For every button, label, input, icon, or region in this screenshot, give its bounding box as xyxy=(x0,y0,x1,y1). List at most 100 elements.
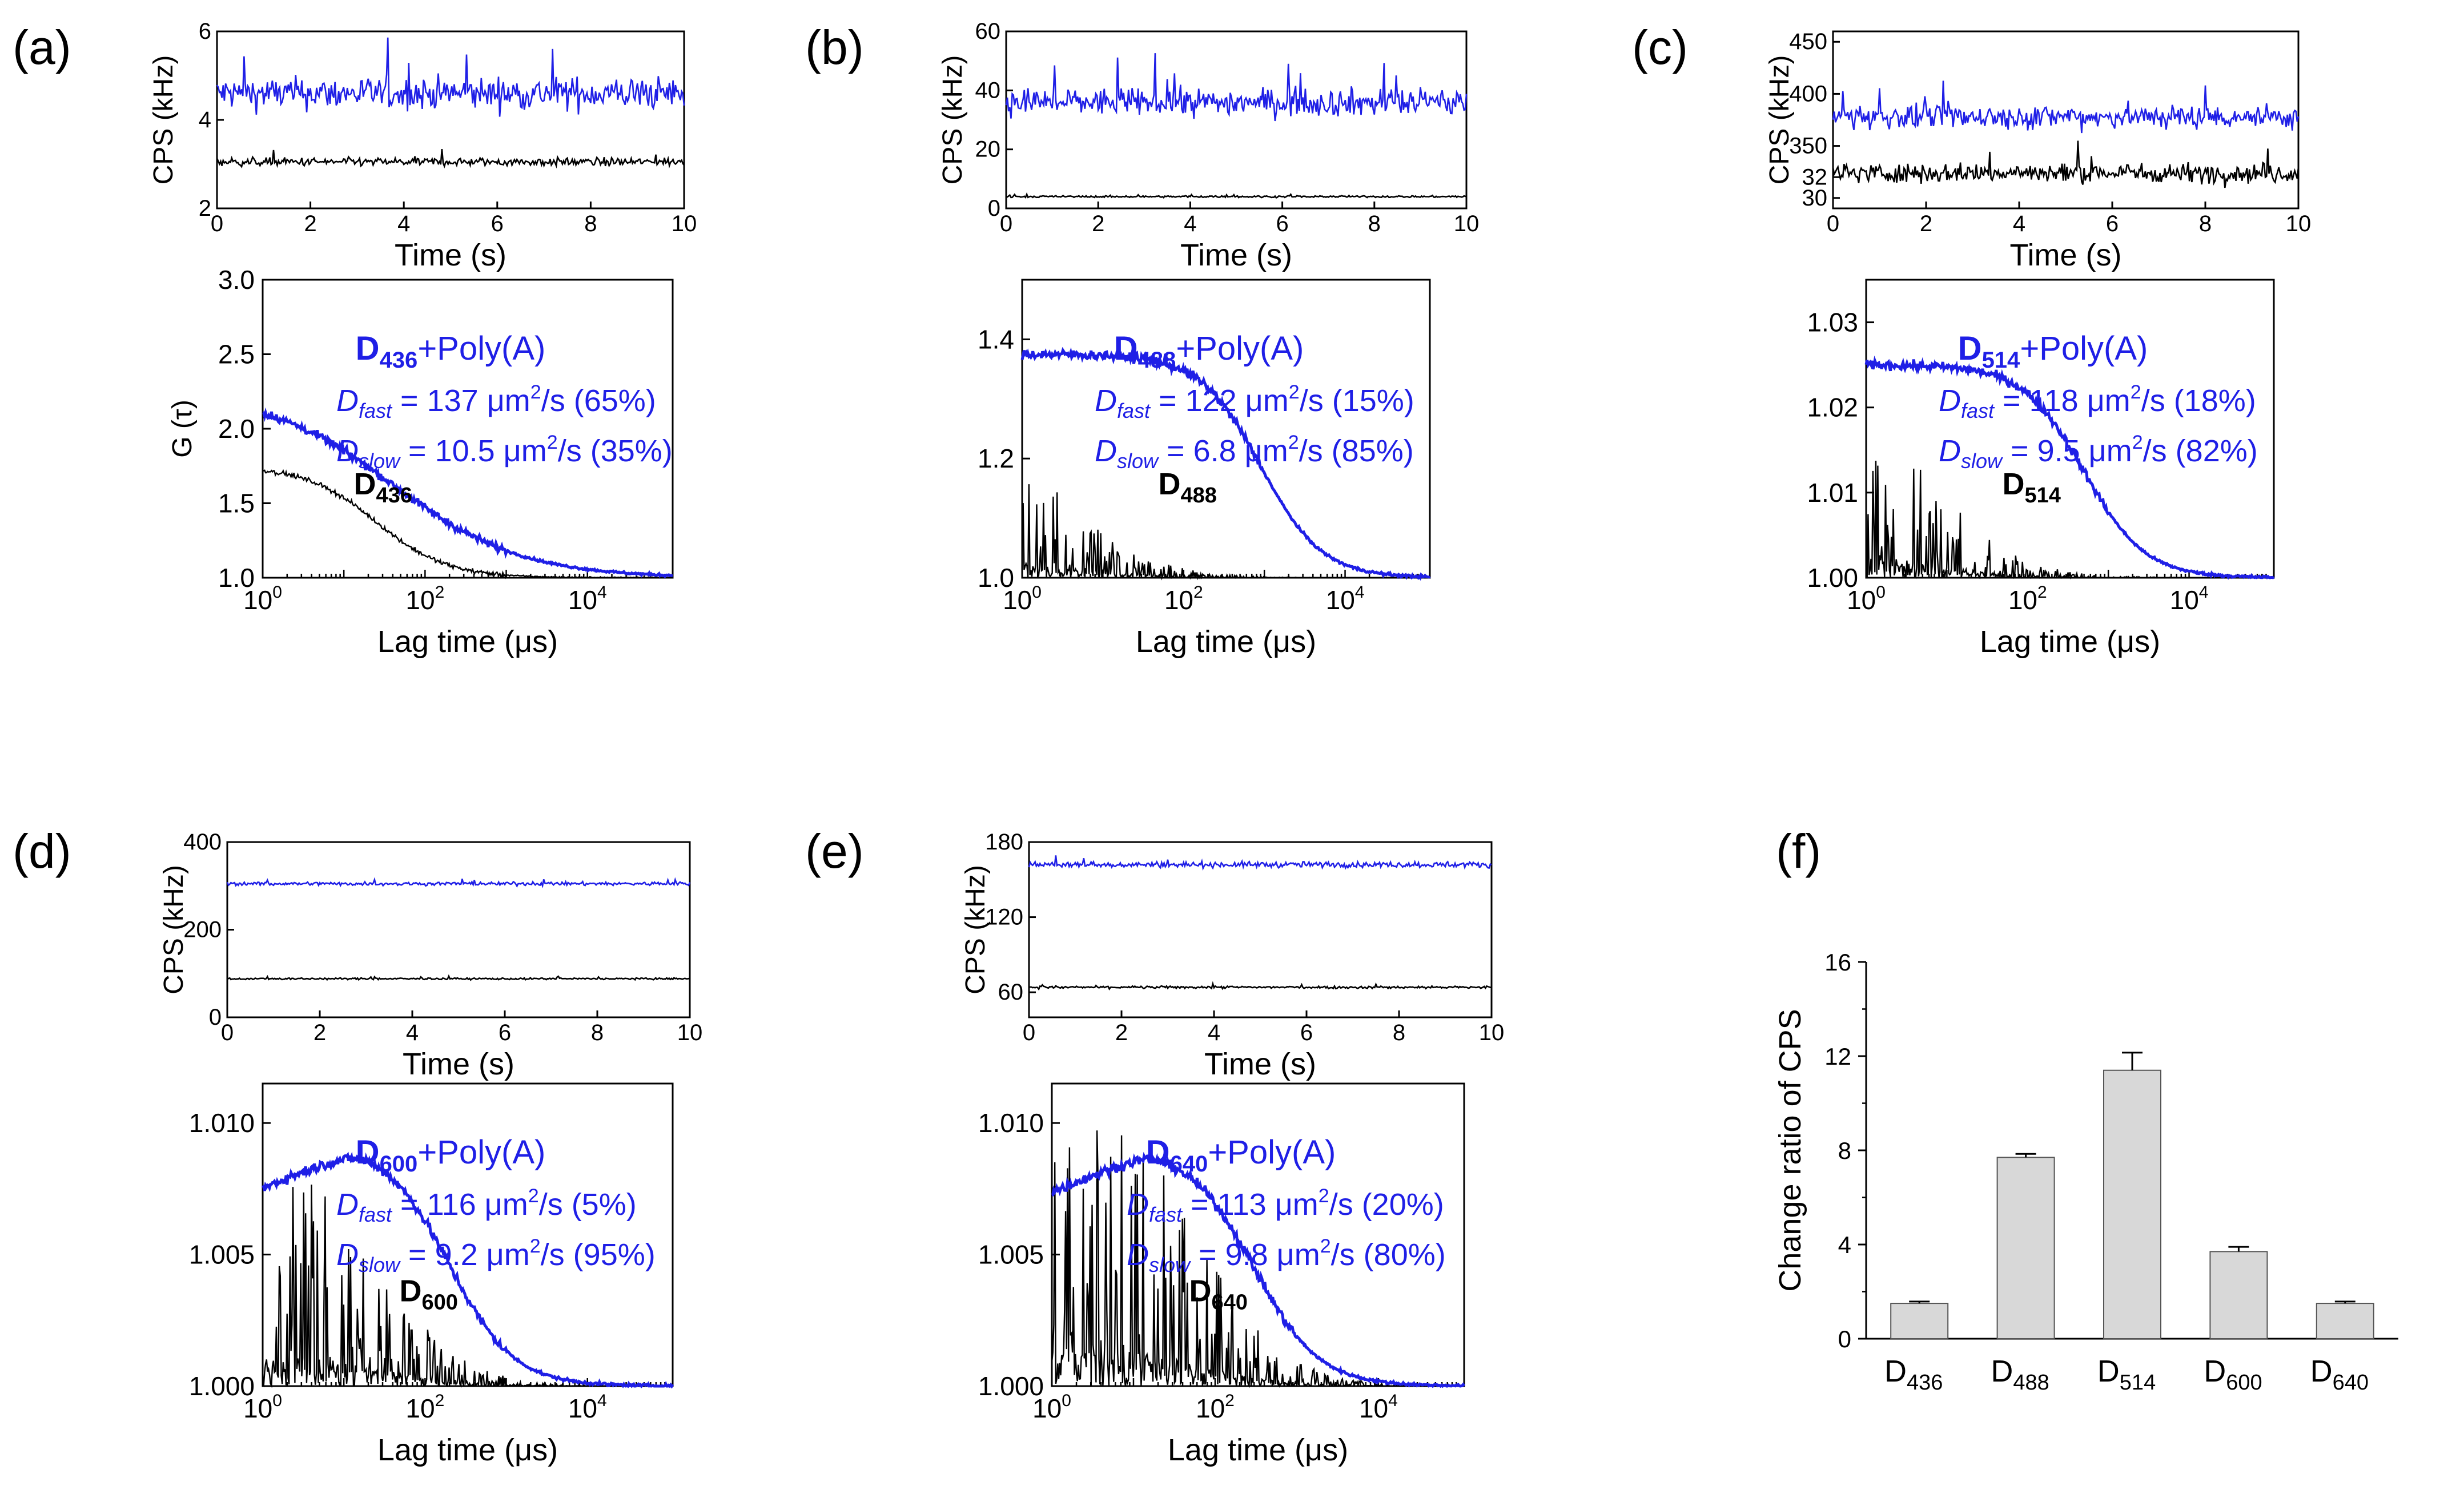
superscript: 2 xyxy=(2131,381,2141,403)
tick-exponent: 0 xyxy=(1032,583,1042,602)
y-tick-label: 1.02 xyxy=(1807,393,1858,422)
tick-base: 10 xyxy=(405,1394,435,1423)
y-tick-label: 350 xyxy=(1789,134,1827,159)
x-tick-label: 10 xyxy=(1454,211,1480,236)
slow-subscript: slow xyxy=(1961,449,2003,473)
bar xyxy=(2209,1251,2268,1339)
tick-base: 10 xyxy=(1326,585,1355,615)
tick-exponent: 0 xyxy=(272,583,282,602)
x-tick-label: 104 xyxy=(1326,583,1365,615)
d-fast-label: Dfast = 118 μm2/s (18%) xyxy=(1939,381,2256,422)
y-tick-label: 3.0 xyxy=(218,265,255,295)
d-symbol: D xyxy=(1095,434,1117,468)
category-subscript: 600 xyxy=(2226,1371,2262,1395)
poly-a-text: +Poly(A) xyxy=(417,1134,545,1171)
dye-name: D xyxy=(1114,330,1138,367)
y-axis-label: CPS (kHz) xyxy=(938,55,968,185)
cps-trace-poly-a xyxy=(1832,80,2300,134)
poly-a-title: D488+Poly(A) xyxy=(1114,330,1304,373)
tick-base: 10 xyxy=(405,585,435,615)
g-axes-frame xyxy=(262,1082,674,1387)
y-axis-label: CPS (kHz) xyxy=(159,865,189,994)
x-tick-label: 10 xyxy=(677,1020,703,1045)
y-tick-label: 60 xyxy=(998,980,1024,1005)
x-tick-label: 6 xyxy=(2106,211,2119,236)
slow-subscript: slow xyxy=(1149,1253,1191,1276)
fast-value: = 137 μm xyxy=(392,384,530,418)
category-subscript: 640 xyxy=(2333,1371,2369,1395)
slow-subscript: slow xyxy=(359,1253,401,1276)
x-axis-label: Time (s) xyxy=(395,238,507,272)
dye-name: D xyxy=(1189,1274,1212,1308)
y-tick-label: 1.010 xyxy=(189,1108,255,1138)
x-tick-label: 0 xyxy=(1023,1020,1035,1045)
d-symbol: D xyxy=(1127,1187,1149,1222)
d-slow-label: Dslow = 10.5 μm2/s (35%) xyxy=(336,432,673,473)
tick-base: 10 xyxy=(243,585,272,615)
cps-axes-frame xyxy=(1005,30,1468,210)
x-tick-label: 4 xyxy=(1184,211,1196,236)
y-tick-label: 450 xyxy=(1789,29,1827,54)
category-subscript: 488 xyxy=(2013,1371,2049,1395)
x-tick-label: 2 xyxy=(1920,211,1932,236)
x-tick-label: 102 xyxy=(1164,583,1203,615)
fast-value: = 122 μm xyxy=(1150,384,1289,418)
fast-percent: /s (15%) xyxy=(1300,384,1414,418)
y-tick-label: 32 xyxy=(1802,164,1828,190)
dye-name: D xyxy=(2003,467,2025,501)
superscript: 2 xyxy=(530,1235,541,1257)
tick-exponent: 4 xyxy=(597,1391,607,1410)
cps-trace-dye xyxy=(1006,192,1467,199)
x-tick-label: 104 xyxy=(568,583,607,615)
x-tick-label: 8 xyxy=(584,211,597,236)
g-curve-poly-a xyxy=(262,407,673,579)
tick-exponent: 0 xyxy=(272,1391,282,1410)
x-tick-label: 8 xyxy=(591,1020,604,1045)
cps-trace-poly-a xyxy=(1028,855,1492,871)
dye-label: D514 xyxy=(2003,467,2061,508)
cps-axes-frame xyxy=(216,30,685,210)
dye-label: D640 xyxy=(1189,1274,1248,1315)
x-tick-label: 10 xyxy=(672,211,697,236)
tick-exponent: 4 xyxy=(1355,583,1365,602)
tick-exponent: 4 xyxy=(1388,1391,1398,1410)
cps-trace-poly-a xyxy=(216,37,685,117)
fast-subscript: fast xyxy=(1961,399,1995,422)
slow-value: = 9.2 μm xyxy=(400,1238,530,1272)
y-tick-label: 2.5 xyxy=(218,340,255,369)
poly-a-title: D600+Poly(A) xyxy=(356,1134,546,1177)
d-symbol: D xyxy=(336,1187,359,1222)
g-curve-poly-a xyxy=(1020,347,1431,581)
d-slow-label: Dslow = 9.5 μm2/s (82%) xyxy=(1939,432,2258,473)
g-curve-dye xyxy=(1865,460,2274,580)
dye-subscript: 600 xyxy=(422,1291,458,1315)
y-tick-label: 4 xyxy=(1838,1231,1851,1258)
y-tick-label: 16 xyxy=(1824,949,1851,976)
cps-trace-dye xyxy=(227,974,690,981)
slow-value: = 10.5 μm xyxy=(400,434,547,468)
slow-percent: /s (85%) xyxy=(1299,434,1414,468)
x-axis-label: Lag time (μs) xyxy=(377,1433,558,1467)
tick-base: 10 xyxy=(2170,585,2199,615)
tick-base: 10 xyxy=(568,1394,597,1423)
y-tick-label: 180 xyxy=(985,829,1023,855)
dye-label: D436 xyxy=(354,467,412,508)
y-tick-label: 0 xyxy=(1838,1326,1851,1352)
category-subscript: 514 xyxy=(2120,1371,2156,1395)
d-slow-label: Dslow = 9.8 μm2/s (80%) xyxy=(1127,1235,1446,1276)
y-tick-label: 0 xyxy=(209,1005,222,1030)
tick-exponent: 0 xyxy=(1062,1391,1071,1410)
tick-exponent: 4 xyxy=(2199,583,2209,602)
fast-percent: /s (65%) xyxy=(541,384,656,418)
x-tick-label: 8 xyxy=(2199,211,2212,236)
tick-exponent: 2 xyxy=(435,583,445,602)
annotation-0: D436+Poly(A)Dfast = 137 μm2/s (65%)Dslow… xyxy=(336,330,673,508)
x-tick-label: 100 xyxy=(1003,583,1042,615)
x-axis-label: Time (s) xyxy=(1204,1047,1316,1081)
cps-trace-dye xyxy=(1028,981,1492,991)
d-fast-label: Dfast = 122 μm2/s (15%) xyxy=(1095,381,1414,422)
g-curve-dye xyxy=(262,1184,673,1388)
annotation-1: D488+Poly(A)Dfast = 122 μm2/s (15%)Dslow… xyxy=(1095,330,1414,508)
